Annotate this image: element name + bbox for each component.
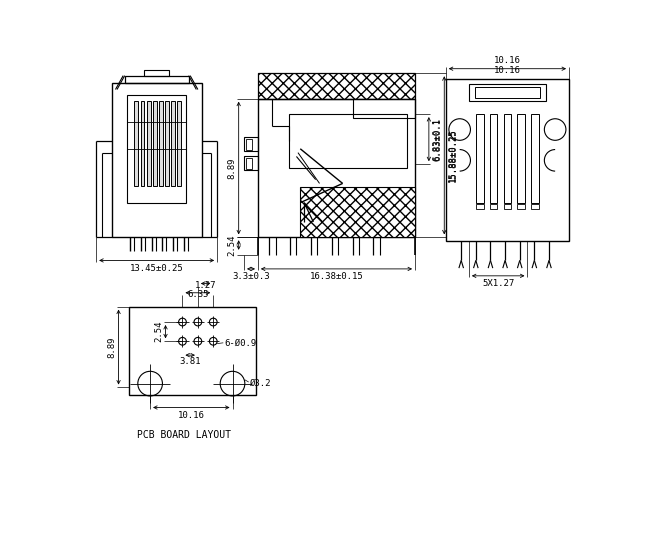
- Bar: [289, 114, 408, 168]
- Bar: [244, 156, 258, 170]
- Text: PCB BOARD LAYOUT: PCB BOARD LAYOUT: [137, 430, 231, 440]
- Bar: [127, 95, 185, 203]
- Text: 8.89: 8.89: [227, 158, 236, 179]
- Text: 13.45±0.25: 13.45±0.25: [130, 263, 183, 272]
- Text: 6.83±0.1: 6.83±0.1: [433, 117, 443, 161]
- Bar: [476, 114, 484, 203]
- Text: 6.83±0.1: 6.83±0.1: [433, 117, 442, 161]
- Bar: [517, 204, 525, 209]
- Bar: [140, 101, 144, 186]
- Text: 10.16: 10.16: [494, 66, 521, 75]
- Bar: [245, 139, 252, 150]
- Bar: [112, 83, 202, 237]
- Bar: [490, 204, 497, 209]
- Bar: [147, 101, 151, 186]
- Text: 3.81: 3.81: [180, 357, 201, 366]
- Bar: [517, 114, 525, 203]
- Text: Ø3.2: Ø3.2: [250, 379, 272, 388]
- Bar: [125, 76, 189, 83]
- Text: 6.35: 6.35: [187, 290, 209, 300]
- Bar: [178, 101, 182, 186]
- Bar: [300, 187, 415, 237]
- Text: 10.16: 10.16: [494, 56, 521, 65]
- Text: 1.27: 1.27: [195, 281, 216, 290]
- Bar: [258, 99, 415, 237]
- Bar: [129, 307, 256, 395]
- Bar: [531, 114, 539, 203]
- Text: 2.54: 2.54: [154, 321, 163, 342]
- Bar: [159, 101, 163, 186]
- Bar: [531, 204, 539, 209]
- Bar: [244, 137, 258, 151]
- Bar: [153, 101, 157, 186]
- Bar: [165, 101, 169, 186]
- Text: 2.54: 2.54: [227, 234, 236, 256]
- Bar: [503, 204, 511, 209]
- Bar: [476, 204, 484, 209]
- Text: 16.38±0.15: 16.38±0.15: [309, 272, 363, 281]
- Bar: [245, 158, 252, 169]
- Text: 3.3±0.3: 3.3±0.3: [232, 272, 270, 281]
- Bar: [469, 84, 546, 101]
- Bar: [353, 99, 415, 118]
- Text: 8.89: 8.89: [107, 336, 116, 358]
- Text: 10.16: 10.16: [178, 411, 205, 420]
- Text: 15.88±0.25: 15.88±0.25: [448, 129, 457, 182]
- Text: 15.88±0.25: 15.88±0.25: [449, 129, 458, 182]
- Bar: [134, 101, 138, 186]
- Bar: [490, 114, 497, 203]
- Text: 6-Ø0.9: 6-Ø0.9: [225, 339, 257, 347]
- Text: 5X1.27: 5X1.27: [482, 279, 514, 288]
- Bar: [446, 80, 569, 241]
- Bar: [503, 114, 511, 203]
- Bar: [171, 101, 175, 186]
- Bar: [258, 73, 415, 99]
- Bar: [144, 70, 169, 76]
- Bar: [475, 87, 540, 98]
